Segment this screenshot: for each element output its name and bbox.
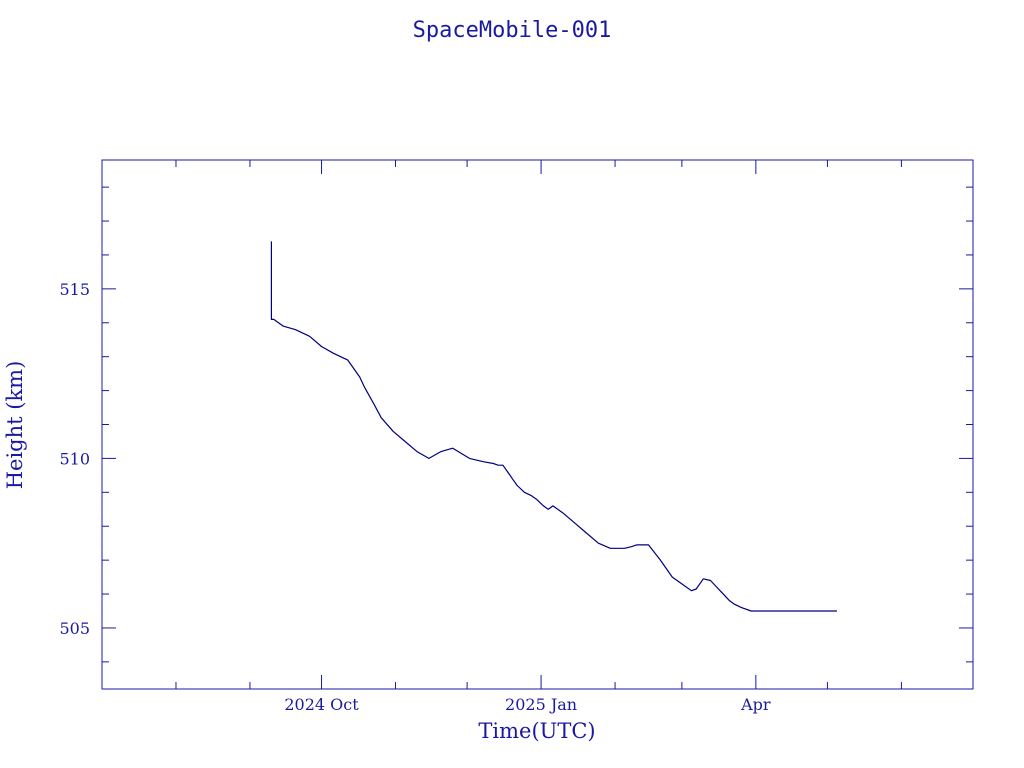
axis-tick-labels: 505 510 515 2024 Oct 2025 Jan Apr [59,280,770,714]
plot-frame [101,159,974,690]
y-axis-label: Height (km) [3,361,27,490]
y-tick-label: 510 [59,449,90,468]
y-tick-label: 515 [59,280,90,299]
x-tick-label: 2024 Oct [284,695,359,714]
chart-title: SpaceMobile-001 [413,18,612,43]
series-line-height [270,241,837,612]
x-axis-label: Time(UTC) [478,719,595,743]
x-tick-label: Apr [740,695,771,714]
x-tick-label: 2025 Jan [505,695,577,714]
y-tick-label: 505 [59,619,90,638]
axis-ticks [102,160,973,689]
